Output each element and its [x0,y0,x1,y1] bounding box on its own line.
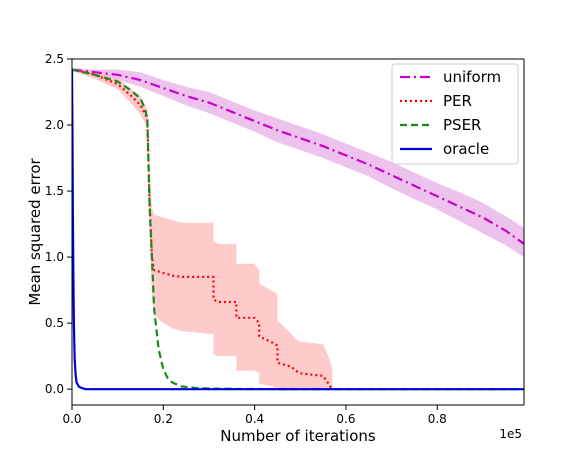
legend: uniform PER PSER oracle [391,63,519,165]
x-tick-label: 0.4 [245,412,264,426]
confidence-bands [72,68,524,390]
series-line-oracle [72,69,524,391]
plot-frame [71,58,525,406]
legend-box [391,63,519,165]
legend-label-per: PER [443,92,472,110]
band-per [72,68,333,390]
legend-label-oracle: oracle [443,140,489,158]
y-tick-label: 1.5 [45,184,64,198]
x-tick-label: 0.2 [154,412,173,426]
legend-label-uniform: uniform [443,68,501,86]
y-axis-ticks: 0.0 0.5 1.0 1.5 2.0 2.5 [45,52,72,396]
y-tick-label: 0.5 [45,316,64,330]
series-line-uniform [72,68,524,245]
y-axis-label: Mean squared error [26,157,44,305]
x-axis-ticks: 0.0 0.2 0.4 0.6 0.8 [62,405,447,426]
x-offset-label: 1e5 [499,427,522,441]
x-tick-label: 0.0 [62,412,81,426]
y-tick-label: 1.0 [45,250,64,264]
y-tick-label: 2.5 [45,52,64,66]
y-tick-label: 2.0 [45,118,64,132]
x-tick-label: 0.6 [336,412,355,426]
y-tick-label: 0.0 [45,382,64,396]
series-lines [72,68,524,391]
x-axis-label: Number of iterations [220,427,376,445]
x-tick-label: 0.8 [428,412,447,426]
legend-label-pser: PSER [443,116,481,134]
